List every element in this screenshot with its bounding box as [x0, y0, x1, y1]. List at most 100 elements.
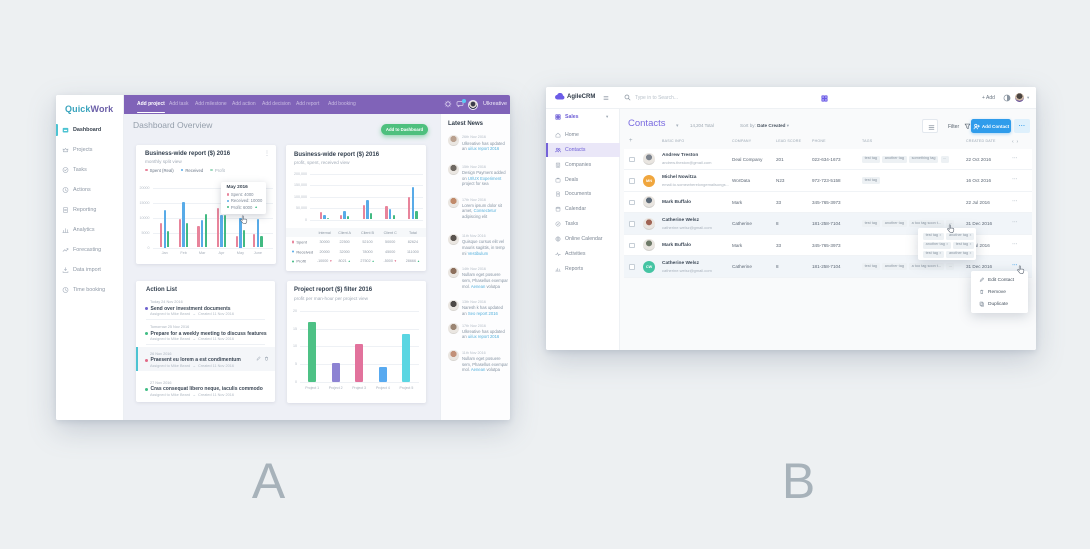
news-link[interactable]: ui/ux report 2016: [467, 146, 500, 152]
sidebar-item-dashboard[interactable]: Dashboard: [56, 123, 124, 137]
user-menu-caret-icon[interactable]: ▾: [1027, 94, 1030, 100]
sidebar-item-reporting[interactable]: Reporting: [56, 203, 124, 217]
tag-chip[interactable]: test tag x: [953, 241, 974, 249]
sidebar-item-tasks[interactable]: Tasks: [56, 163, 124, 177]
sales-caret-icon[interactable]: ▾: [606, 113, 609, 119]
tag-chip[interactable]: another tag: [882, 155, 907, 163]
tag-chip[interactable]: ...: [946, 220, 955, 228]
list-view-button[interactable]: [922, 119, 938, 133]
news-link[interactable]: UI/UX Experiment: [467, 175, 502, 181]
tag-chip[interactable]: test tag: [862, 220, 880, 228]
remove-tag-icon[interactable]: x: [946, 242, 949, 247]
pagination-arrows[interactable]: ‹ ›: [1012, 139, 1019, 145]
a-user-avatar[interactable]: [468, 99, 478, 110]
tag-chip[interactable]: another tag x: [923, 241, 951, 249]
filter-button[interactable]: Filter: [948, 124, 959, 130]
menu-item-duplicate[interactable]: Duplicate: [971, 298, 1028, 310]
remove-tag-icon[interactable]: x: [969, 242, 972, 247]
topbar-tab-add-action[interactable]: Add action: [232, 101, 256, 107]
row-actions-kebab[interactable]: ⋯: [1012, 241, 1018, 248]
gear-icon[interactable]: [444, 100, 452, 108]
sidebar-item-online-calendar[interactable]: Online Calendar: [546, 232, 620, 247]
tag-chip[interactable]: ...: [946, 263, 955, 271]
tag-chip[interactable]: a too tag soon t...: [909, 220, 944, 228]
row-actions-kebab[interactable]: ⋯: [1012, 220, 1018, 226]
col-header-tags[interactable]: TAGS: [862, 139, 873, 143]
tag-chip[interactable]: test tag: [862, 263, 880, 271]
topbar-tab-add-decision[interactable]: Add decision: [262, 101, 291, 107]
remove-tag-icon[interactable]: x: [969, 251, 972, 256]
sidebar-item-deals[interactable]: Deals: [546, 173, 620, 188]
row-checkbox[interactable]: [629, 264, 635, 270]
tag-chip[interactable]: another tag: [882, 220, 907, 228]
topbar-tab-add-milestone[interactable]: Add milestone: [195, 101, 227, 107]
tag-chip[interactable]: test tag: [862, 155, 880, 163]
remove-tag-icon[interactable]: x: [939, 233, 942, 238]
table-row-3[interactable]: Mark Buffalo Mark 33 345-765-3973 22 Jul 201…: [624, 191, 1032, 213]
col-header-lead-score[interactable]: LEAD SCORE: [776, 139, 802, 143]
search-input[interactable]: Type in to Search...: [635, 95, 679, 101]
delete-action-icon[interactable]: [264, 356, 269, 361]
col-header-basic-info[interactable]: BASIC INFO: [662, 139, 685, 143]
b-user-avatar[interactable]: [1015, 93, 1024, 102]
menu-item-remove[interactable]: Remove: [971, 286, 1028, 298]
contacts-caret-icon[interactable]: ▾: [676, 124, 679, 129]
topbar-tab-add-project[interactable]: Add project: [137, 95, 165, 114]
sidebar-item-time-booking[interactable]: Time booking: [56, 283, 124, 297]
chat-notification-icon[interactable]: [456, 98, 466, 108]
news-link[interactable]: ui/ux report 2016: [467, 334, 500, 340]
row-actions-kebab[interactable]: ⋯: [1012, 198, 1018, 205]
col-header-company[interactable]: COMPANY: [732, 139, 752, 143]
quick-add-button[interactable]: + Add: [982, 95, 995, 101]
news-link[interactable]: Aenean: [470, 367, 486, 373]
tag-chip[interactable]: test tag x: [923, 250, 944, 258]
sidebar-item-activities[interactable]: Activities: [546, 247, 620, 262]
sidebar-item-companies[interactable]: Companies: [546, 158, 620, 173]
edit-action-icon[interactable]: [256, 356, 261, 361]
sidebar-item-calendar[interactable]: Calendar: [546, 202, 620, 217]
sidebar-item-data-import[interactable]: Data import: [56, 263, 124, 277]
card-menu-icon[interactable]: ⋮: [264, 151, 270, 157]
sidebar-item-home[interactable]: Home: [546, 128, 620, 143]
row-checkbox[interactable]: [629, 221, 635, 227]
row-actions-kebab[interactable]: ⋯: [1012, 263, 1018, 269]
table-row-6[interactable]: CW Catherine Welsz catherine.welsz@gmail.c…: [624, 256, 1032, 278]
sidebar-item-reports[interactable]: Reports: [546, 262, 620, 277]
sidebar-item-forecasting[interactable]: Forecasting: [56, 243, 124, 257]
add-to-dashboard-button[interactable]: Add to Dashboard: [381, 124, 428, 135]
sidebar-item-documents[interactable]: Documents: [546, 187, 620, 202]
more-actions-button[interactable]: ...: [1014, 119, 1030, 133]
hamburger-menu-icon[interactable]: [603, 95, 609, 101]
tag-chip[interactable]: a too tag soon t...: [909, 263, 944, 271]
sidebar-item-analytics[interactable]: Analytics: [56, 223, 124, 237]
menu-item-edit-contact[interactable]: Edit Contact: [971, 274, 1028, 286]
row-checkbox[interactable]: [629, 178, 635, 184]
sidebar-item-projects[interactable]: Projects: [56, 143, 124, 157]
sidebar-item-tasks[interactable]: Tasks: [546, 217, 620, 232]
add-row-icon[interactable]: +: [629, 138, 633, 144]
news-link[interactable]: Consectetur: [473, 208, 497, 214]
row-checkbox[interactable]: [629, 199, 635, 205]
remove-tag-icon[interactable]: x: [939, 251, 942, 256]
table-row-2[interactable]: MN Michel Nowitza email.to.somewherelongem…: [624, 170, 1032, 192]
news-link[interactable]: Seo report 2016: [467, 310, 498, 316]
tag-chip[interactable]: another tag x: [946, 232, 974, 240]
sidebar-item-actions[interactable]: Actions: [56, 183, 124, 197]
tag-chip[interactable]: ...: [940, 155, 949, 163]
tag-chip[interactable]: another tag x: [946, 250, 974, 258]
row-actions-kebab[interactable]: ⋯: [1012, 155, 1018, 162]
tag-chip[interactable]: test tag x: [923, 232, 944, 240]
b-sort-control[interactable]: Sort by: Date Created ▾: [740, 123, 789, 129]
table-row-1[interactable]: Andrew Treston andrew.theston@gmail.com De…: [624, 148, 1032, 170]
row-checkbox[interactable]: [629, 156, 635, 162]
remove-tag-icon[interactable]: x: [969, 233, 972, 238]
news-link[interactable]: Aenean: [470, 283, 486, 289]
sidebar-item-sales[interactable]: Sales ▾: [546, 110, 620, 125]
tag-chip[interactable]: test tag: [862, 177, 880, 185]
row-actions-kebab[interactable]: ⋯: [1012, 177, 1018, 183]
row-checkbox[interactable]: [629, 242, 635, 248]
add-contact-button[interactable]: Add Contact: [971, 119, 1011, 133]
topbar-tab-add-task[interactable]: Add task: [169, 101, 189, 107]
tag-chip[interactable]: another tag: [882, 263, 907, 271]
topbar-tab-add-report[interactable]: Add report: [296, 101, 320, 107]
